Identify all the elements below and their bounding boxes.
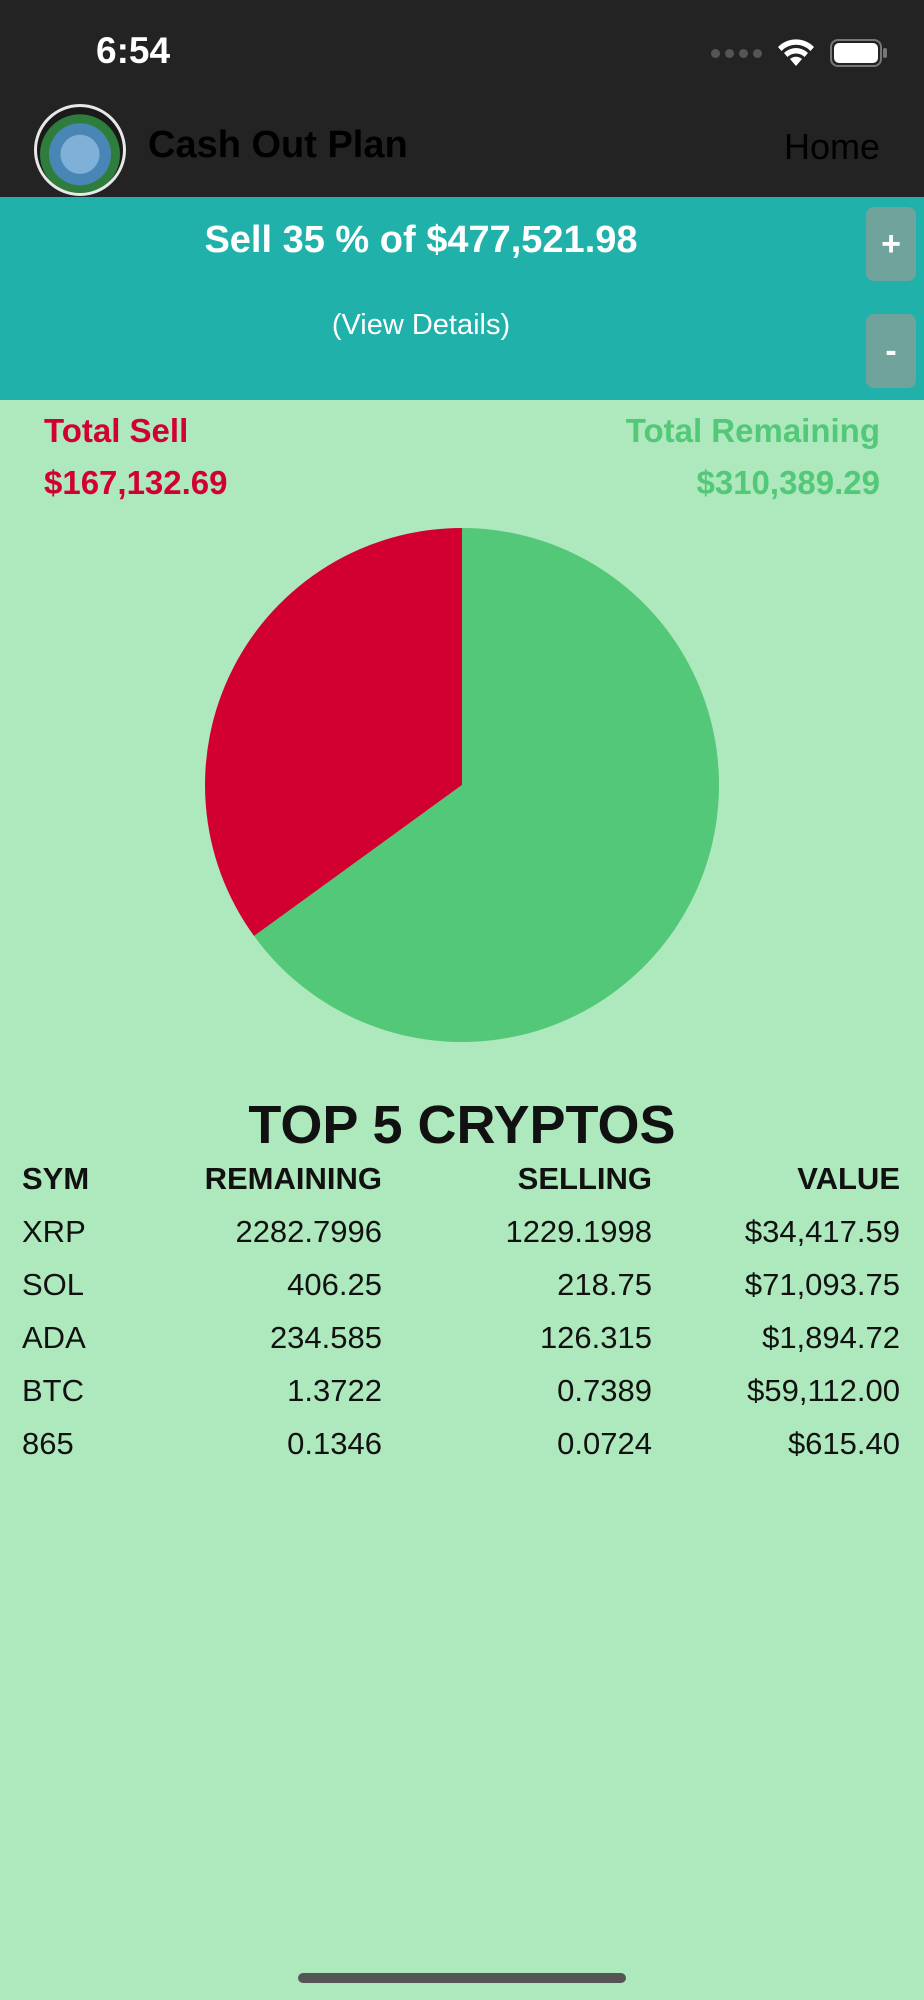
nav-bar (0, 108, 924, 197)
header-remaining: REMAINING (204, 1161, 382, 1196)
cell-remaining: 406.25 (287, 1267, 382, 1302)
status-time: 6:54 (96, 30, 171, 71)
cell-sym: ADA (22, 1320, 86, 1355)
cell-selling: 0.0724 (557, 1426, 652, 1461)
table-header: SYM REMAINING SELLING VALUE (22, 1153, 900, 1206)
cell-selling: 126.315 (539, 1320, 652, 1355)
home-indicator (298, 1973, 626, 1983)
total-sell-label: Total Sell (44, 412, 189, 449)
cell-selling: 1229.1998 (505, 1214, 652, 1249)
battery-icon (830, 39, 888, 67)
top-cryptos-title: TOP 5 CRYPTOS (248, 1095, 676, 1155)
cell-remaining: 234.585 (269, 1320, 382, 1355)
view-details-link[interactable]: (View Details) (331, 309, 511, 341)
cell-value: $71,093.75 (744, 1267, 900, 1302)
cell-value: $34,417.59 (744, 1214, 900, 1249)
app-logo (34, 104, 126, 196)
table-row: BTC 1.3722 0.7389 $59,112.00 (22, 1365, 900, 1418)
pie-slice-sell (205, 528, 462, 937)
decrease-percent-button[interactable]: - (866, 314, 916, 388)
nav-title: Cash Out Plan (148, 124, 408, 166)
cell-remaining: 0.1346 (287, 1426, 382, 1461)
cell-sym: 865 (22, 1426, 74, 1461)
cell-sym: BTC (22, 1373, 84, 1408)
cell-value: $1,894.72 (762, 1320, 900, 1355)
table-row: 865 0.1346 0.0724 $615.40 (22, 1418, 900, 1471)
total-sell-value: $167,132.69 (44, 464, 228, 501)
table-row: ADA 234.585 126.315 $1,894.72 (22, 1312, 900, 1365)
header-selling: SELLING (517, 1161, 652, 1196)
total-remaining-label: Total Remaining (625, 412, 880, 449)
cell-sym: XRP (22, 1214, 86, 1249)
cell-remaining: 1.3722 (287, 1373, 382, 1408)
pie-slice-remaining (254, 528, 719, 1042)
table-row: SOL 406.25 218.75 $71,093.75 (22, 1259, 900, 1312)
cell-value: $59,112.00 (747, 1373, 900, 1408)
status-bar: 6:54 (0, 0, 924, 108)
wifi-icon (776, 38, 816, 68)
cell-value: $615.40 (787, 1426, 900, 1461)
sell-remaining-pie-chart (205, 528, 719, 1042)
crypto-table: SYM REMAINING SELLING VALUE XRP 2282.799… (22, 1153, 900, 1471)
cell-remaining: 2282.7996 (235, 1214, 382, 1249)
cell-selling: 0.7389 (557, 1373, 652, 1408)
cell-selling: 218.75 (557, 1267, 652, 1302)
header-value: VALUE (797, 1161, 900, 1196)
table-row: XRP 2282.7996 1229.1998 $34,417.59 (22, 1206, 900, 1259)
sell-percentage-banner: Sell 35 % of $477,521.98 (View Details) … (0, 197, 924, 400)
total-remaining-value: $310,389.29 (696, 464, 880, 501)
cell-sym: SOL (22, 1267, 85, 1302)
sell-headline: Sell 35 % of $477,521.98 (204, 219, 638, 261)
home-button[interactable]: Home (783, 126, 880, 167)
increase-percent-button[interactable]: + (866, 207, 916, 281)
header-sym: SYM (22, 1161, 90, 1196)
status-icons (711, 36, 888, 70)
signal-icon (711, 48, 762, 58)
